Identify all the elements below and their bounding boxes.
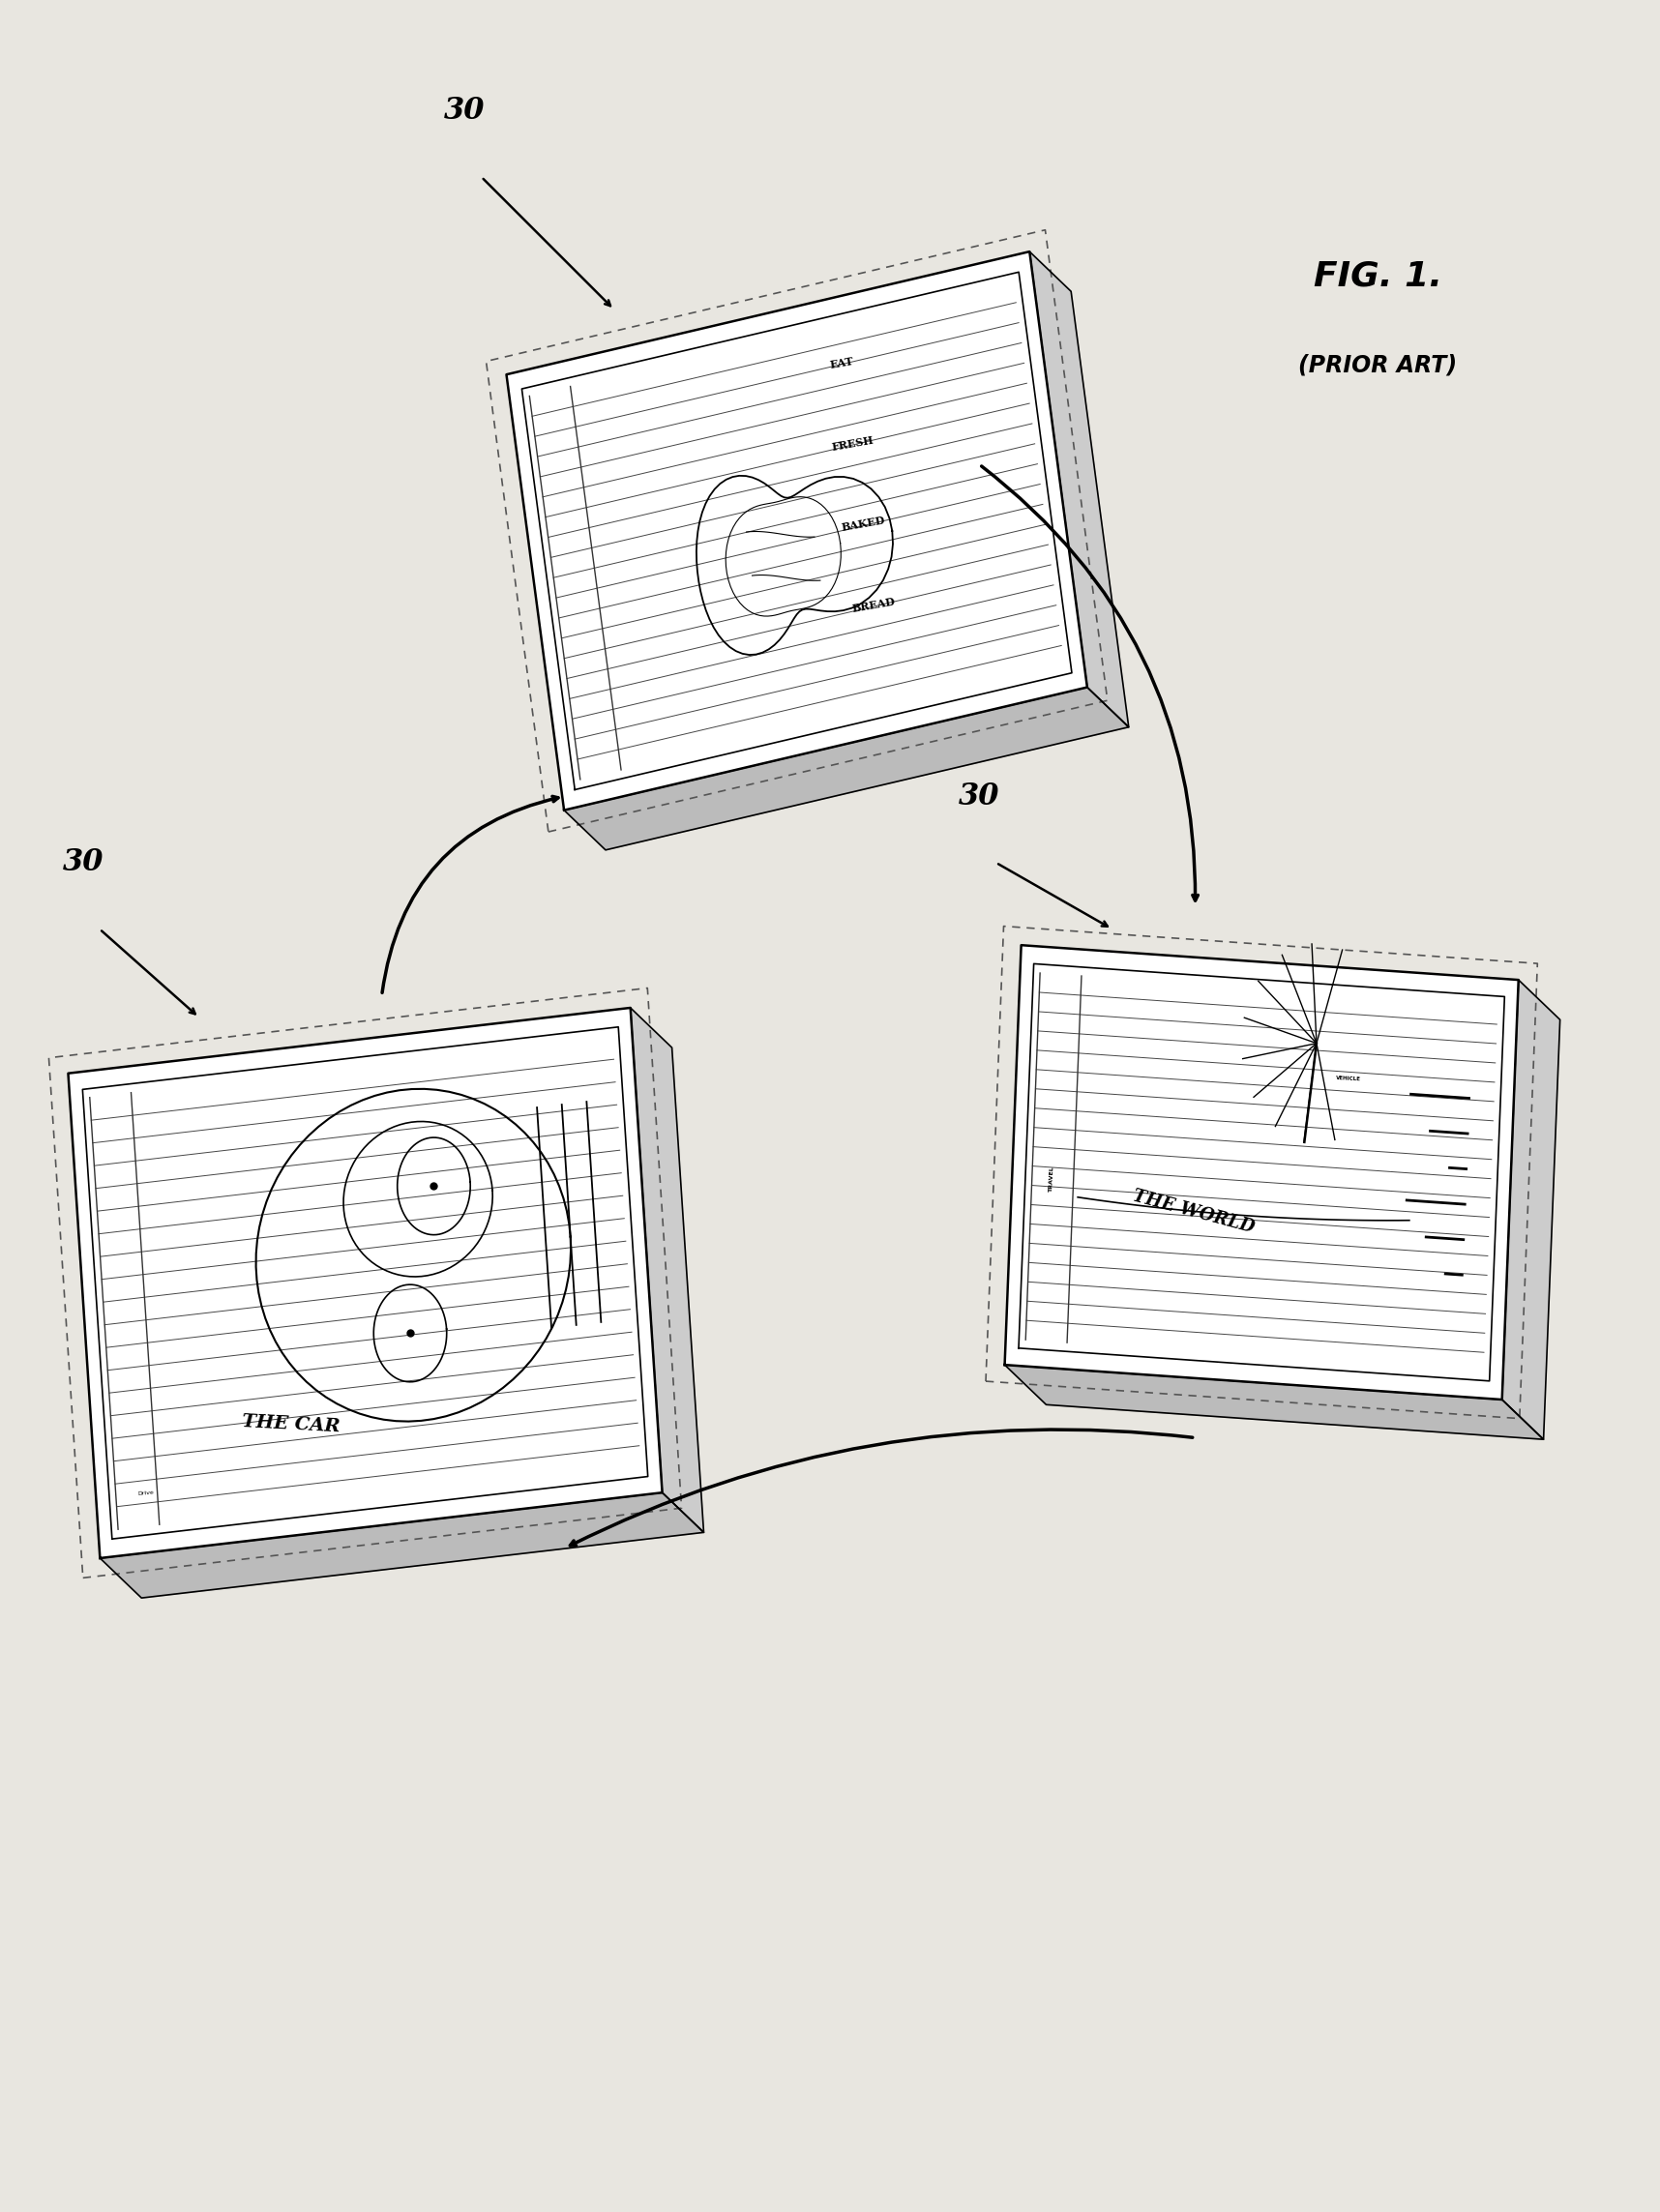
Text: 30: 30	[63, 847, 103, 878]
Polygon shape	[564, 688, 1129, 849]
Text: THE CAR: THE CAR	[242, 1413, 340, 1436]
Text: EAT: EAT	[830, 356, 855, 369]
Polygon shape	[1004, 945, 1519, 1400]
Polygon shape	[631, 1009, 704, 1533]
Text: FIG. 1.: FIG. 1.	[1313, 261, 1443, 292]
Text: 30: 30	[959, 781, 999, 812]
Text: BAKED: BAKED	[840, 515, 886, 533]
Text: Drive: Drive	[138, 1489, 154, 1495]
Polygon shape	[68, 1009, 662, 1557]
Text: VEHICLE: VEHICLE	[1336, 1075, 1361, 1082]
Text: FRESH: FRESH	[832, 436, 875, 453]
Polygon shape	[506, 252, 1087, 810]
Polygon shape	[1004, 1365, 1544, 1440]
Text: BREAD: BREAD	[852, 595, 896, 615]
Text: (PRIOR ART): (PRIOR ART)	[1298, 354, 1457, 376]
Polygon shape	[1029, 252, 1129, 728]
Text: TRAVEL: TRAVEL	[1049, 1168, 1056, 1192]
Polygon shape	[1502, 980, 1560, 1440]
Polygon shape	[100, 1493, 704, 1597]
Text: THE WORLD: THE WORLD	[1130, 1188, 1257, 1237]
Text: 30: 30	[445, 95, 485, 126]
